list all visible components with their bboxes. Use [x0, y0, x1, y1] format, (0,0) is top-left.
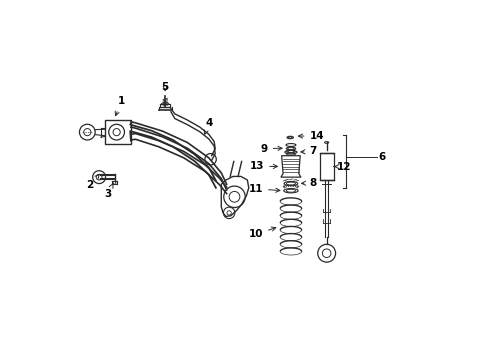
Text: 2: 2 [86, 174, 99, 190]
Text: 11: 11 [248, 184, 279, 194]
Text: 14: 14 [298, 131, 324, 141]
Text: 13: 13 [249, 161, 277, 171]
Text: 4: 4 [204, 118, 212, 134]
Text: 12: 12 [333, 162, 350, 172]
Text: 7: 7 [300, 147, 316, 157]
Text: 5: 5 [161, 82, 168, 92]
Text: 3: 3 [104, 183, 113, 199]
Text: 1: 1 [115, 96, 124, 116]
Text: 9: 9 [260, 144, 282, 154]
Text: 10: 10 [248, 227, 275, 239]
Text: 6: 6 [378, 152, 385, 162]
Text: 8: 8 [301, 178, 316, 188]
